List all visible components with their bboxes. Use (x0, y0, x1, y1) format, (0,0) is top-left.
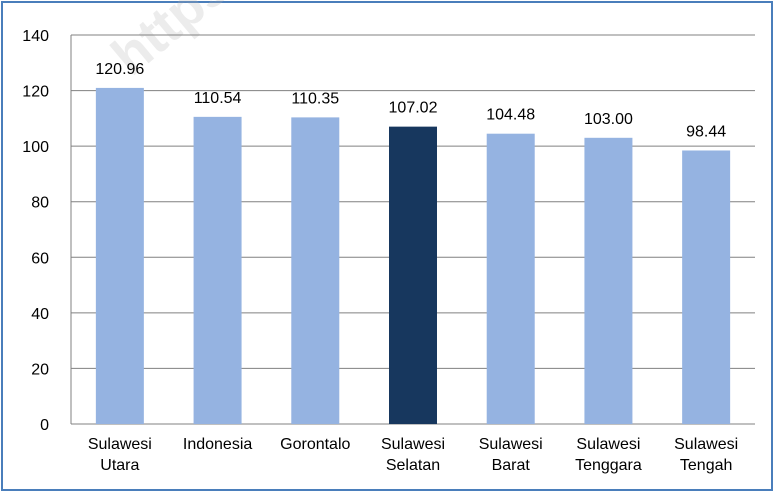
x-tick-label-0: Utara (100, 457, 139, 474)
data-label-3: 107.02 (389, 100, 438, 117)
x-tick-label-2: Gorontalo (280, 436, 350, 453)
x-tick-label-6: Sulawesi (674, 436, 738, 453)
x-tick-label-5: Tenggara (575, 457, 642, 474)
y-tick-label: 0 (40, 417, 49, 434)
x-axis-ticks: Sulawesi Utara Indonesia Gorontalo Sulawesi S… (88, 436, 738, 474)
data-labels: 120.96 110.54 110.35 107.02 104.48 103.00 98.4… (95, 61, 726, 141)
x-tick-label-4: Sulawesi (479, 436, 543, 453)
x-tick-label-6: Tengah (680, 457, 733, 474)
y-tick-label: 40 (31, 306, 49, 323)
bar-0 (95, 87, 144, 425)
x-tick-label-1: Indonesia (183, 436, 252, 453)
bar-6 (682, 150, 731, 425)
bars (95, 87, 731, 425)
data-label-6: 98.44 (686, 123, 726, 140)
data-label-2: 110.35 (291, 90, 339, 107)
x-tick-label-3: Sulawesi (381, 436, 445, 453)
x-tick-label-3: Selatan (386, 457, 440, 474)
bar-3 (389, 126, 437, 425)
y-tick-label: 60 (31, 250, 49, 267)
y-tick-label: 20 (31, 361, 49, 378)
x-tick-label-5: Sulawesi (576, 436, 640, 453)
data-label-5: 103.00 (584, 111, 633, 128)
y-tick-label: 100 (22, 139, 49, 156)
data-label-1: 110.54 (194, 90, 242, 107)
y-axis-ticks: 0 20 40 60 80 100 120 140 (22, 28, 49, 434)
bar-1 (193, 116, 242, 424)
bar-2 (291, 117, 340, 424)
x-tick-label-0: Sulawesi (88, 436, 152, 453)
data-label-4: 104.48 (486, 107, 535, 124)
x-tick-label-4: Barat (492, 457, 531, 474)
data-label-0: 120.96 (95, 61, 144, 78)
y-tick-label: 140 (22, 28, 49, 45)
y-tick-label: 120 (22, 84, 49, 101)
bar-5 (584, 137, 633, 425)
bar-4 (486, 133, 535, 424)
y-tick-label: 80 (31, 195, 49, 212)
